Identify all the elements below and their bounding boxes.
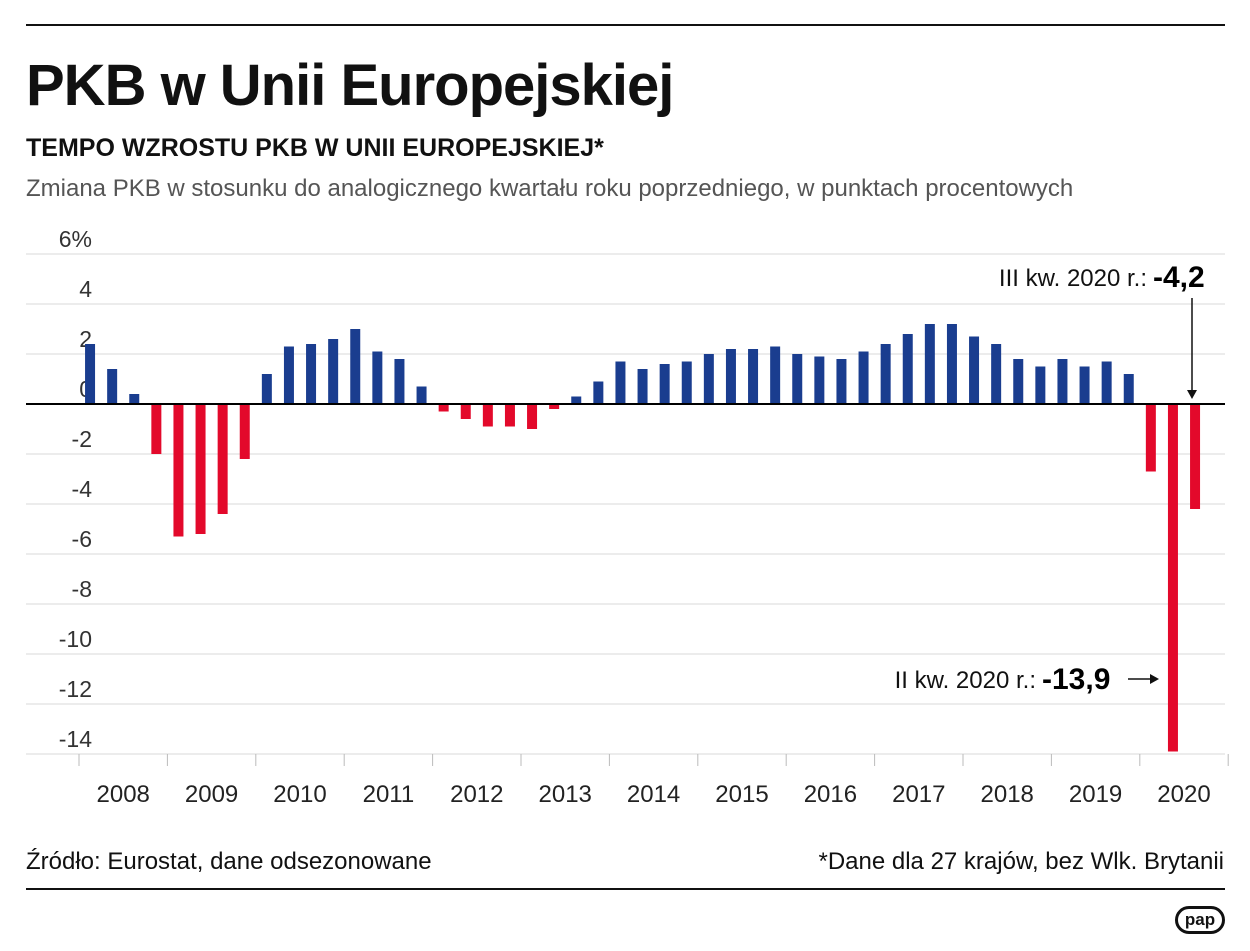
annotation-q3-arrowhead — [1187, 390, 1197, 399]
bar — [1057, 359, 1068, 404]
y-axis-ticks: 6%420-2-4-6-8-10-12-14 — [59, 226, 92, 752]
bar — [681, 361, 692, 404]
bar — [1123, 374, 1134, 404]
bar — [1079, 366, 1090, 404]
bar — [85, 344, 96, 404]
bar — [571, 396, 582, 404]
bar — [1190, 404, 1201, 509]
annotation-q2-arrowhead — [1150, 674, 1159, 684]
bar — [438, 404, 449, 412]
x-tick-label: 2009 — [185, 781, 238, 808]
bar — [637, 369, 648, 404]
bar — [195, 404, 206, 534]
y-tick-label: -10 — [59, 626, 92, 652]
bar — [902, 334, 913, 404]
x-tick-label: 2012 — [450, 781, 503, 808]
x-axis: 2008 2009 2010 2011 2012 2013 2014 2015 2016 2017… — [26, 403, 1229, 808]
y-tick-label: -2 — [72, 426, 92, 452]
annotation-q3-label: III kw. 2020 r.: — [999, 265, 1147, 292]
chart-subtitle: TEMPO WZROSTU PKB W UNII EUROPEJSKIEJ* — [26, 134, 604, 162]
bar — [328, 339, 339, 404]
x-tick-label: 2016 — [804, 781, 857, 808]
top-rule — [26, 24, 1225, 26]
x-tick-label: 2013 — [539, 781, 592, 808]
pap-logo: pap — [1175, 906, 1225, 934]
bar — [460, 404, 471, 419]
bar — [880, 344, 891, 404]
bar — [748, 349, 759, 404]
annotations: III kw. 2020 r.: -4,2 II kw. 2020 r.: -1… — [895, 261, 1205, 696]
bar — [527, 404, 538, 429]
bar — [593, 381, 604, 404]
bar — [615, 361, 626, 404]
bar — [814, 356, 825, 404]
bottom-rule — [26, 888, 1225, 890]
x-tick-label: 2020 — [1157, 781, 1210, 808]
y-tick-label: -14 — [59, 726, 92, 752]
bar — [482, 404, 493, 427]
y-tick-label: -12 — [59, 676, 92, 702]
bar — [991, 344, 1002, 404]
y-tick-label: 4 — [79, 276, 92, 302]
bar — [151, 404, 162, 454]
bar — [1013, 359, 1024, 404]
y-tick-label: -8 — [72, 576, 92, 602]
x-tick-label: 2017 — [892, 781, 945, 808]
annotation-q2-label: II kw. 2020 r.: — [895, 667, 1036, 694]
bar — [1101, 361, 1112, 404]
x-tick-label: 2015 — [715, 781, 768, 808]
bar — [1145, 404, 1156, 472]
bar — [836, 359, 847, 404]
chart-description: Zmiana PKB w stosunku do analogicznego k… — [26, 175, 1074, 202]
bar — [858, 351, 869, 404]
bar — [969, 336, 980, 404]
y-tick-label: -4 — [72, 476, 93, 502]
source-note: Źródło: Eurostat, dane odsezonowane — [26, 848, 432, 875]
bar — [173, 404, 184, 537]
bar — [217, 404, 228, 514]
x-tick-label: 2014 — [627, 781, 680, 808]
bar — [924, 324, 935, 404]
bar — [1035, 366, 1046, 404]
bar — [659, 364, 670, 404]
x-tick-label: 2019 — [1069, 781, 1122, 808]
x-tick-label: 2008 — [97, 781, 150, 808]
bar — [239, 404, 250, 459]
annotation-q2-value: -13,9 — [1042, 663, 1110, 696]
bar — [107, 369, 118, 404]
y-tick-label: -6 — [72, 526, 92, 552]
y-tick-label: 6% — [59, 226, 92, 252]
annotation-q3-value: -4,2 — [1153, 261, 1205, 294]
bar — [792, 354, 803, 404]
bar — [703, 354, 714, 404]
bars — [85, 324, 1201, 752]
bar — [372, 351, 383, 404]
x-tick-label: 2018 — [981, 781, 1034, 808]
bar — [549, 404, 560, 409]
bar — [261, 374, 272, 404]
bar — [946, 324, 957, 404]
bar — [129, 394, 140, 404]
x-tick-label: 2011 — [363, 781, 415, 808]
bar — [1167, 404, 1178, 752]
bar — [394, 359, 405, 404]
bar — [306, 344, 317, 404]
footnote: *Dane dla 27 krajów, bez Wlk. Brytanii — [818, 848, 1224, 875]
bar — [725, 349, 736, 404]
page-title: PKB w Unii Europejskiej — [26, 53, 674, 118]
bar — [416, 386, 427, 404]
gdp-bar-chart: 6%420-2-4-6-8-10-12-14 20082009201020112… — [26, 226, 1229, 808]
x-tick-label: 2010 — [273, 781, 326, 808]
bar — [504, 404, 515, 427]
bar — [350, 329, 361, 404]
bar — [770, 346, 781, 404]
bar — [283, 346, 294, 404]
